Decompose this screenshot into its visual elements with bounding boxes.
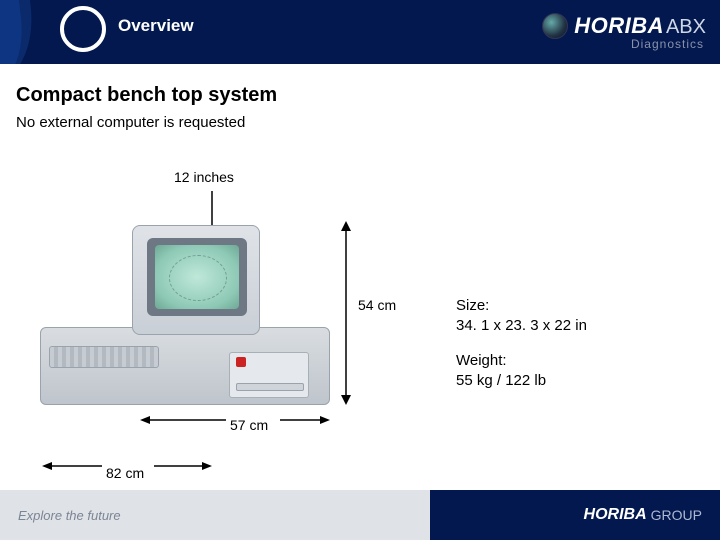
footer-brand-sub: GROUP — [651, 507, 702, 523]
monitor-bezel — [147, 238, 247, 316]
device-illustration — [40, 225, 330, 405]
device-front-panel — [229, 352, 309, 398]
brand-main: HORIBA — [574, 13, 664, 38]
footer-bar: Explore the future HORIBA GROUP — [0, 490, 720, 540]
content-area: Compact bench top system No external com… — [0, 64, 720, 490]
headline: Compact bench top system — [16, 84, 277, 107]
dimension-diagram: 12 inches 54 — [40, 169, 440, 489]
height-arrow-icon — [338, 221, 354, 405]
size-heading: Size: — [456, 296, 587, 316]
device-monitor — [132, 225, 260, 335]
monitor-screen — [155, 245, 239, 309]
footer-tagline: Explore the future — [0, 490, 430, 540]
brand-tagline: Diagnostics — [631, 37, 704, 51]
depth-label: 57 cm — [230, 417, 268, 433]
height-label: 54 cm — [358, 297, 396, 313]
weight-value: 55 kg / 122 lb — [456, 371, 587, 391]
brand-sub: ABX — [666, 16, 706, 38]
device-base — [40, 327, 330, 405]
size-value: 34. 1 x 23. 3 x 22 in — [456, 316, 587, 336]
footer-brand: HORIBA GROUP — [430, 490, 720, 540]
subline: No external computer is requested — [16, 114, 245, 131]
footer-brand-main: HORIBA — [584, 506, 647, 524]
weight-heading: Weight: — [456, 351, 587, 371]
device-badge — [236, 357, 246, 367]
screen-size-label: 12 inches — [174, 169, 234, 185]
device-rack — [49, 346, 159, 368]
globe-icon — [542, 13, 568, 39]
header-bar: Overview HORIBAABX Diagnostics — [0, 0, 720, 64]
device-slot — [236, 383, 304, 391]
section-title: Overview — [118, 16, 194, 36]
brand-block: HORIBAABX Diagnostics — [476, 0, 706, 64]
width-label: 82 cm — [106, 465, 144, 481]
spec-info: Size: 34. 1 x 23. 3 x 22 in Weight: 55 k… — [456, 296, 587, 405]
ring-icon — [60, 6, 106, 52]
